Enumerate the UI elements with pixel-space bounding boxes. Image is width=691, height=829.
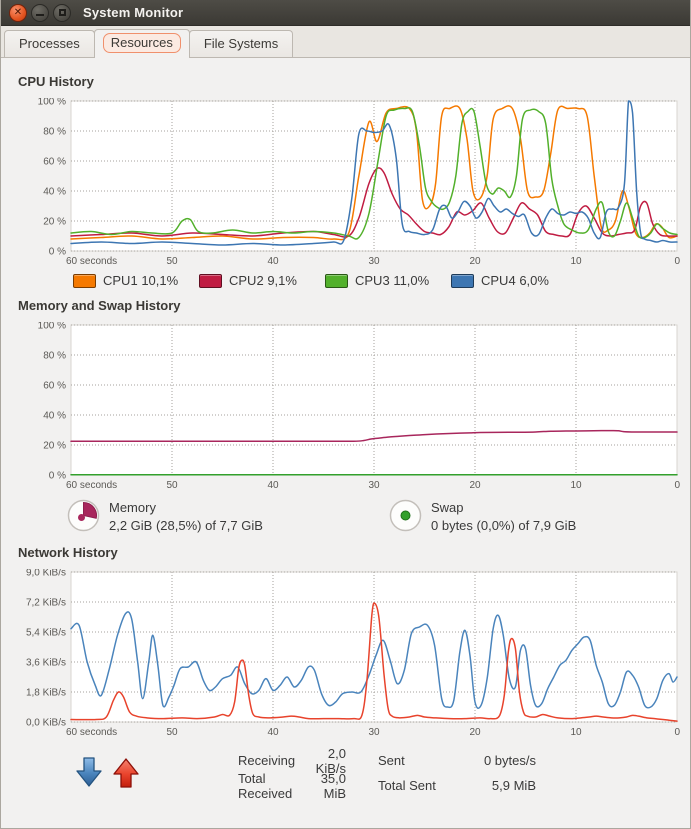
svg-text:0,0 KiB/s: 0,0 KiB/s bbox=[26, 718, 66, 729]
svg-text:40: 40 bbox=[267, 256, 279, 267]
svg-text:50: 50 bbox=[166, 727, 178, 738]
network-legend: Receiving 2,0 KiB/s Sent 0 bytes/s Total… bbox=[74, 745, 690, 801]
maximize-icon[interactable] bbox=[53, 3, 71, 22]
cpu4-value: 6,0% bbox=[519, 273, 549, 288]
svg-text:80 %: 80 % bbox=[43, 351, 66, 362]
cpu2-value: 9,1% bbox=[267, 273, 297, 288]
svg-text:40: 40 bbox=[267, 727, 279, 738]
swap-legend-item: Swap 0 bytes (0,0%) of 7,9 GiB bbox=[389, 499, 576, 535]
cpu2-legend-item: CPU2 9,1% bbox=[199, 273, 325, 288]
cpu2-color-swatch[interactable] bbox=[199, 273, 222, 288]
memory-legend-item: Memory 2,2 GiB (28,5%) of 7,7 GiB bbox=[67, 499, 389, 535]
cpu1-color-swatch[interactable] bbox=[73, 273, 96, 288]
svg-text:20: 20 bbox=[469, 256, 481, 267]
svg-text:100 %: 100 % bbox=[38, 98, 66, 108]
cpu-history-chart: 100 % 80 % 60 % 40 % 20 % 0 %60 seconds 50 40 30… bbox=[38, 98, 681, 267]
cpu-history-heading: CPU History bbox=[18, 74, 94, 89]
memory-value: 2,2 GiB (28,5%) of 7,7 GiB bbox=[109, 518, 263, 533]
memory-swap-heading: Memory and Swap History bbox=[18, 298, 181, 313]
tab-focus-ring: Resources bbox=[102, 33, 181, 53]
svg-text:10: 10 bbox=[570, 480, 582, 491]
svg-text:100 %: 100 % bbox=[38, 322, 66, 332]
cpu1-label: CPU1 bbox=[103, 273, 138, 288]
cpu2-label: CPU2 bbox=[229, 273, 264, 288]
svg-text:0: 0 bbox=[674, 727, 680, 738]
svg-text:30: 30 bbox=[368, 256, 380, 267]
cpu4-color-swatch[interactable] bbox=[451, 273, 474, 288]
svg-text:20: 20 bbox=[469, 727, 481, 738]
tab-bar: Processes Resources File Systems bbox=[1, 26, 690, 58]
swap-dot-icon[interactable] bbox=[389, 499, 422, 532]
memory-swap-chart: 100 % 80 % 60 % 40 % 20 % 0 %60 seconds 50 40 30… bbox=[38, 322, 681, 491]
tab-processes[interactable]: Processes bbox=[4, 30, 95, 57]
svg-text:20 %: 20 % bbox=[43, 441, 66, 452]
cpu3-legend-item: CPU3 11,0% bbox=[325, 273, 451, 288]
receiving-arrow-down-icon bbox=[76, 757, 102, 787]
svg-text:50: 50 bbox=[166, 256, 178, 267]
svg-text:1,8 KiB/s: 1,8 KiB/s bbox=[26, 688, 66, 699]
cpu3-label: CPU3 bbox=[355, 273, 390, 288]
tab-resources[interactable]: Resources bbox=[93, 29, 190, 58]
svg-text:10: 10 bbox=[570, 727, 582, 738]
cpu4-label: CPU4 bbox=[481, 273, 516, 288]
memory-swap-legend: Memory 2,2 GiB (28,5%) of 7,7 GiB Swap 0… bbox=[67, 499, 690, 535]
swap-label: Swap bbox=[431, 500, 464, 515]
memory-pie-icon[interactable] bbox=[67, 499, 100, 532]
close-icon[interactable]: ✕ bbox=[9, 3, 27, 22]
svg-text:0: 0 bbox=[674, 480, 680, 491]
sent-value: 0 bytes/s bbox=[483, 753, 536, 768]
cpu3-value: 11,0% bbox=[393, 273, 430, 288]
svg-text:0: 0 bbox=[674, 256, 680, 267]
cpu3-color-swatch[interactable] bbox=[325, 273, 348, 288]
svg-text:3,6 KiB/s: 3,6 KiB/s bbox=[26, 658, 66, 669]
svg-text:30: 30 bbox=[368, 727, 380, 738]
receiving-label: Receiving bbox=[238, 753, 296, 768]
receiving-value: 2,0 KiB/s bbox=[315, 745, 346, 776]
cpu1-value: 10,1% bbox=[141, 273, 179, 288]
svg-text:60 seconds: 60 seconds bbox=[66, 727, 117, 738]
total-received-value: 35,0 MiB bbox=[320, 770, 346, 801]
resources-page: CPU History 100 % 80 % 60 % 40 % 20 % 0 % 60 s… bbox=[1, 58, 690, 801]
svg-text:0 %: 0 % bbox=[49, 471, 66, 482]
total-sent-value: 5,9 MiB bbox=[491, 778, 536, 793]
minimize-icon[interactable] bbox=[31, 3, 49, 22]
cpu4-legend-item: CPU4 6,0% bbox=[451, 273, 577, 288]
network-history-chart: 9,0 KiB/s 7,2 KiB/s 5,4 KiB/s 3,6 KiB/s 1,8 … bbox=[26, 569, 680, 738]
titlebar: ✕ System Monitor bbox=[1, 0, 690, 26]
svg-text:40 %: 40 % bbox=[43, 411, 66, 422]
network-history-heading: Network History bbox=[18, 545, 118, 560]
svg-text:0 %: 0 % bbox=[49, 247, 66, 258]
total-received-label: Total Received bbox=[238, 770, 293, 801]
sent-arrow-up-icon bbox=[113, 758, 139, 788]
memory-label: Memory bbox=[109, 500, 156, 515]
svg-text:20: 20 bbox=[469, 480, 481, 491]
total-sent-label: Total Sent bbox=[378, 778, 436, 793]
svg-text:50: 50 bbox=[166, 480, 178, 491]
swap-value: 0 bytes (0,0%) of 7,9 GiB bbox=[431, 518, 577, 533]
svg-text:5,4 KiB/s: 5,4 KiB/s bbox=[26, 628, 66, 639]
cpu1-legend-item: CPU1 10,1% bbox=[73, 273, 199, 288]
svg-text:10: 10 bbox=[570, 256, 582, 267]
svg-text:7,2 KiB/s: 7,2 KiB/s bbox=[26, 598, 66, 609]
svg-text:30: 30 bbox=[368, 480, 380, 491]
cpu-legend: CPU1 10,1% CPU2 9,1% CPU3 11,0% CPU4 6,0… bbox=[73, 273, 690, 288]
svg-text:40: 40 bbox=[267, 480, 279, 491]
svg-text:60 %: 60 % bbox=[43, 381, 66, 392]
svg-text:20 %: 20 % bbox=[43, 217, 66, 228]
svg-text:60 %: 60 % bbox=[43, 157, 66, 168]
window-title: System Monitor bbox=[83, 5, 184, 20]
sent-label: Sent bbox=[378, 753, 405, 768]
svg-text:9,0 KiB/s: 9,0 KiB/s bbox=[26, 569, 66, 579]
svg-text:80 %: 80 % bbox=[43, 127, 66, 138]
svg-text:60 seconds: 60 seconds bbox=[66, 480, 117, 491]
svg-text:40 %: 40 % bbox=[43, 187, 66, 198]
tab-file-systems[interactable]: File Systems bbox=[188, 30, 294, 57]
svg-text:60 seconds: 60 seconds bbox=[66, 256, 117, 267]
